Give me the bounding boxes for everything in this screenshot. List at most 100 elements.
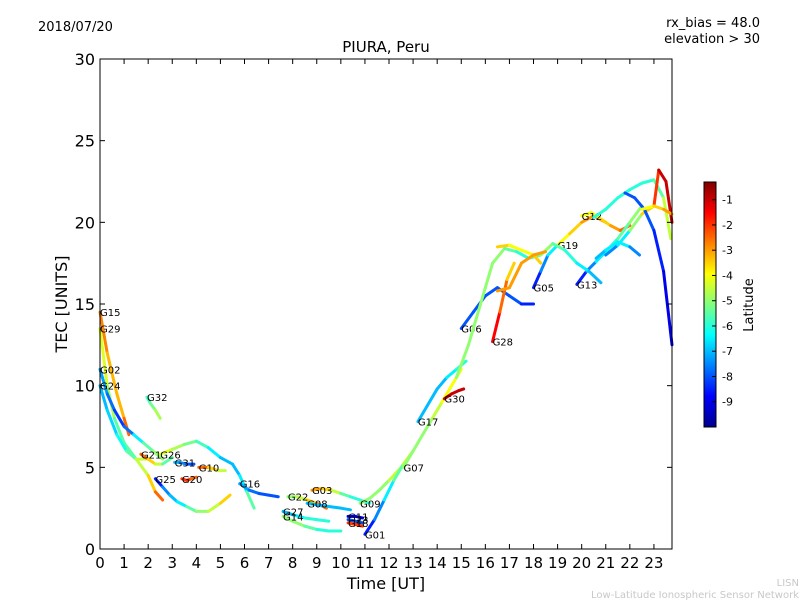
colorbar-tick-label: -9 — [722, 396, 733, 409]
series-g24 — [98, 384, 148, 461]
satellite-label: G28 — [493, 338, 513, 349]
footer-org-long: Low-Latitude Ionospheric Sensor Network — [591, 590, 799, 600]
series-segment — [194, 439, 210, 450]
series-segment — [664, 180, 674, 224]
x-tick-label: 14 — [428, 554, 447, 572]
series-g31 — [173, 460, 196, 466]
satellite-label: G01 — [365, 530, 385, 541]
series-segment — [479, 261, 495, 306]
series-segment — [218, 456, 234, 466]
series-segment — [175, 500, 189, 509]
series-segment — [257, 491, 271, 497]
colorbar-tick-label: -2 — [722, 219, 733, 232]
series-segment — [507, 261, 523, 290]
series-segment — [122, 425, 136, 437]
series-segment — [594, 248, 608, 260]
series-segment — [392, 462, 405, 482]
y-tick-label: 0 — [85, 540, 95, 559]
series-segment — [339, 491, 352, 499]
series-segment — [491, 246, 507, 265]
series-segment — [146, 474, 157, 494]
date-label: 2018/07/20 — [38, 20, 113, 35]
series-segment — [185, 505, 198, 513]
satellite-label: G30 — [444, 395, 464, 406]
x-tick-label: 22 — [620, 554, 639, 572]
series-segment — [505, 261, 516, 281]
satellite-label: G22 — [288, 493, 308, 504]
y-tick-label: 25 — [75, 132, 95, 151]
series-segment — [662, 196, 673, 241]
series-segment — [457, 387, 466, 393]
y-axis: 0 5 10 15 20 25 30 — [75, 50, 672, 559]
series-segment — [604, 240, 620, 252]
satellite-label: G27 — [283, 507, 303, 518]
elevation-label: elevation > 30 — [664, 32, 760, 47]
x-tick-label: 6 — [240, 554, 250, 572]
series-segment — [348, 495, 362, 502]
series-track-33 — [495, 250, 548, 293]
series-segment — [315, 518, 331, 523]
satellite-label: G29 — [100, 325, 120, 336]
satellite-label: G31 — [175, 458, 195, 469]
series-segment — [592, 207, 608, 219]
series-segment — [633, 196, 646, 211]
series-segment — [305, 498, 319, 505]
series-segment — [368, 488, 381, 500]
x-tick-label: 11 — [355, 554, 374, 572]
satellite-label: G09 — [360, 499, 380, 510]
satellite-label: G20 — [182, 475, 202, 486]
x-tick-label: 8 — [288, 554, 298, 572]
series-g15 — [98, 310, 131, 437]
series-segment — [551, 242, 567, 252]
series-segment — [662, 207, 674, 216]
satellite-label: G15 — [100, 308, 120, 319]
series-segment — [401, 449, 415, 469]
series-segment — [519, 248, 536, 257]
series-segment — [363, 518, 377, 536]
series-segment — [190, 475, 198, 481]
series-segment — [134, 457, 150, 477]
x-tick-label: 10 — [331, 554, 350, 572]
chart-title: PIURA, Peru — [342, 38, 429, 56]
series-track-37 — [594, 240, 641, 260]
series-g18 — [346, 521, 365, 528]
series-segment — [652, 229, 666, 273]
series-segment — [310, 487, 324, 492]
series-segment — [206, 446, 222, 460]
series-g02 — [98, 367, 165, 461]
x-tick-label: 4 — [192, 554, 202, 572]
series-segment — [105, 408, 119, 437]
satellite-label: G17 — [418, 418, 438, 429]
series-segment — [329, 488, 343, 495]
series-segment — [377, 478, 391, 492]
series-segment — [568, 220, 584, 236]
series-segment — [495, 243, 511, 249]
series-segment — [303, 524, 319, 531]
series-g28 — [491, 261, 516, 344]
colorbar-tick-label: -1 — [722, 194, 733, 207]
series-segment — [132, 433, 145, 445]
satellite-label: G23 — [348, 516, 368, 527]
series-segment — [295, 495, 309, 502]
satellite-label: G08 — [307, 499, 327, 510]
series-segment — [445, 367, 458, 379]
series-track-38 — [640, 204, 674, 216]
series-segment — [158, 447, 174, 456]
satellite-label: G02 — [100, 365, 120, 376]
colorbar-ticks: -1 -2 -3 -4 -5 -6 -7 -8 -9 — [712, 194, 733, 409]
series-segment — [168, 493, 179, 504]
series-g32 — [145, 395, 162, 420]
series-segment — [358, 496, 372, 505]
colorbar-label: Latitude — [742, 278, 757, 332]
x-tick-label: 3 — [167, 554, 177, 572]
colorbar-tick-label: -8 — [722, 370, 733, 383]
series-g10 — [197, 465, 227, 473]
satellite-label: G05 — [534, 284, 554, 295]
x-tick-label: 5 — [216, 554, 226, 572]
x-tick-label: 2 — [143, 554, 153, 572]
satellite-label: G18 — [348, 519, 368, 530]
satellite-label: G21 — [141, 450, 161, 461]
x-tick-label: 17 — [500, 554, 519, 572]
x-tick-label: 18 — [524, 554, 543, 572]
